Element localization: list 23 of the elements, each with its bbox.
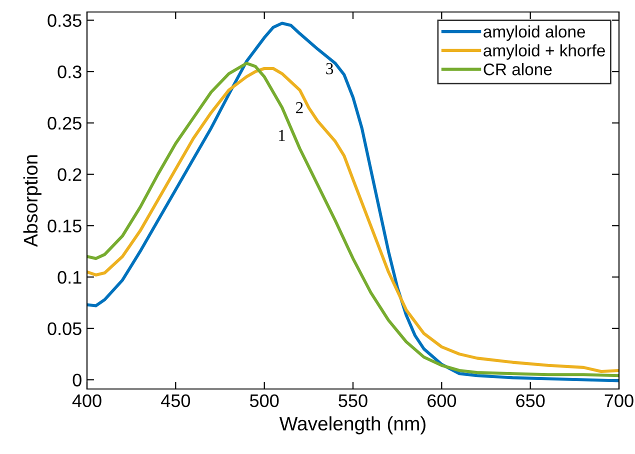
y-tick-label: 0	[72, 374, 82, 386]
x-tick-label: 400	[72, 394, 102, 408]
y-tick-label: 0.25	[48, 116, 82, 130]
y-axis-title: Absorption	[23, 155, 42, 247]
y-tick-label: 0.35	[48, 14, 82, 27]
legend-label: CR alone	[484, 63, 552, 76]
x-tick-label: 550	[338, 394, 368, 408]
x-axis-title: Wavelength (nm)	[279, 416, 426, 434]
x-tick-label: 500	[250, 394, 279, 408]
y-tick-label: 0.1	[58, 270, 82, 284]
annotation: 3	[326, 63, 334, 74]
y-tick-label: 0.2	[58, 168, 82, 182]
y-tick-label: 0.15	[48, 220, 82, 232]
x-tick-label: 650	[516, 394, 545, 408]
x-tick-label: 450	[161, 394, 190, 408]
x-tick-label: 700	[604, 394, 634, 408]
y-tick-label: 0.05	[48, 322, 82, 336]
x-tick-label: 600	[428, 394, 456, 408]
y-tick-label: 0.3	[58, 66, 82, 78]
legend-label: amyloid + khorfe	[484, 44, 605, 60]
annotation: 2	[296, 102, 303, 114]
legend-label: amyloid alone	[484, 25, 586, 41]
annotation: 1	[279, 130, 285, 141]
